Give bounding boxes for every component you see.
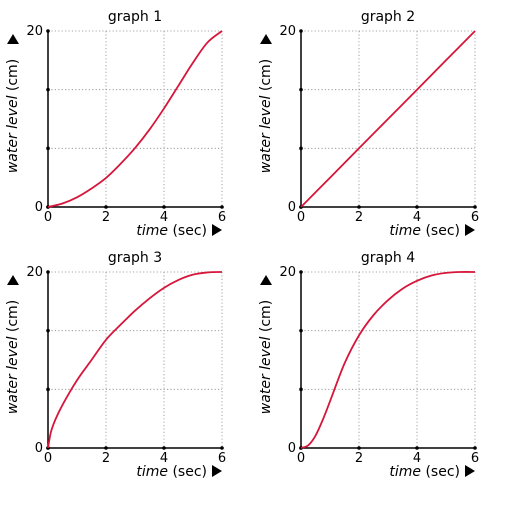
x-axis-label-unit: (sec) bbox=[168, 464, 207, 480]
x-tick-mark bbox=[104, 446, 108, 450]
x-tick-mark bbox=[415, 205, 419, 209]
x-tick-label: 0 bbox=[297, 451, 305, 466]
y-tick-mark bbox=[299, 328, 303, 333]
y-tick-mark bbox=[46, 387, 50, 392]
graph-panel-4: graph 4 0 2 4 6 0 20 time (sec) water level (cm) bbox=[258, 250, 479, 480]
y-axis-label-quantity: water level bbox=[258, 95, 274, 173]
x-tick-label: 2 bbox=[355, 210, 363, 225]
series-line-1 bbox=[47, 271, 223, 449]
x-axis-label-quantity: time bbox=[136, 223, 168, 239]
y-tick-label: 0 bbox=[35, 441, 43, 456]
y-tick-mark bbox=[299, 87, 303, 92]
x-tick-label: 2 bbox=[355, 451, 363, 466]
y-axis-label-unit: (cm) bbox=[5, 59, 21, 96]
y-tick-label: 20 bbox=[26, 265, 43, 280]
y-axis-arrow-icon bbox=[260, 275, 272, 285]
x-axis-label: time (sec) bbox=[389, 464, 460, 480]
graph-title: graph 4 bbox=[361, 250, 415, 266]
y-tick-label: 20 bbox=[279, 24, 296, 39]
y-tick-label: 0 bbox=[288, 200, 296, 215]
y-axis-label-unit: (cm) bbox=[5, 300, 21, 337]
x-tick-mark bbox=[104, 205, 108, 209]
graph-title: graph 2 bbox=[361, 9, 415, 25]
x-axis-label-unit: (sec) bbox=[421, 464, 460, 480]
y-tick-mark bbox=[46, 146, 50, 151]
graph-panel-2: graph 2 0 2 4 6 0 20 time (sec) water level (cm) bbox=[258, 9, 479, 239]
x-tick-label: 0 bbox=[297, 210, 305, 225]
x-axis-label: time (sec) bbox=[136, 223, 207, 239]
y-axis-arrow-icon bbox=[260, 34, 272, 44]
y-axis-label-unit: (cm) bbox=[258, 300, 274, 337]
x-tick-label: 6 bbox=[218, 451, 226, 466]
y-axis-label-quantity: water level bbox=[5, 95, 21, 173]
y-tick-mark bbox=[299, 270, 303, 274]
x-tick-label: 6 bbox=[218, 210, 226, 225]
x-tick-mark bbox=[162, 446, 166, 450]
y-tick-label: 20 bbox=[279, 265, 296, 280]
x-axis-arrow-icon bbox=[212, 224, 222, 236]
series-line-1 bbox=[47, 30, 223, 208]
x-axis-label-quantity: time bbox=[389, 464, 421, 480]
x-axis-arrow-icon bbox=[465, 465, 475, 477]
x-tick-mark bbox=[357, 446, 361, 450]
y-tick-label: 0 bbox=[35, 200, 43, 215]
y-axis-label: water level (cm) bbox=[258, 300, 274, 414]
y-axis-label: water level (cm) bbox=[5, 59, 21, 173]
x-tick-label: 4 bbox=[160, 451, 168, 466]
x-tick-label: 2 bbox=[102, 210, 110, 225]
y-axis-label-unit: (cm) bbox=[258, 59, 274, 96]
graph-panel-1: graph 1 0 2 4 6 0 20 time (sec) water level (cm) bbox=[5, 9, 226, 239]
x-axis-label: time (sec) bbox=[136, 464, 207, 480]
y-tick-mark bbox=[46, 29, 50, 33]
x-tick-label: 4 bbox=[413, 451, 421, 466]
x-tick-label: 4 bbox=[413, 210, 421, 225]
x-axis-label-quantity: time bbox=[389, 223, 421, 239]
y-axis-label-quantity: water level bbox=[5, 336, 21, 414]
y-axis-label: water level (cm) bbox=[258, 59, 274, 173]
x-tick-mark bbox=[473, 205, 477, 209]
x-tick-mark bbox=[162, 205, 166, 209]
x-tick-label: 0 bbox=[44, 451, 52, 466]
x-axis-label: time (sec) bbox=[389, 223, 460, 239]
x-tick-mark bbox=[473, 446, 477, 450]
y-axis-label-quantity: water level bbox=[258, 336, 274, 414]
graph-panel-3: graph 3 0 2 4 6 0 20 time (sec) water level (cm) bbox=[5, 250, 226, 480]
x-axis-arrow-icon bbox=[212, 465, 222, 477]
y-tick-mark bbox=[46, 328, 50, 333]
y-tick-mark bbox=[299, 387, 303, 392]
x-tick-label: 0 bbox=[44, 210, 52, 225]
x-axis-label-unit: (sec) bbox=[168, 223, 207, 239]
y-tick-mark bbox=[46, 270, 50, 274]
y-tick-label: 20 bbox=[26, 24, 43, 39]
y-axis-label: water level (cm) bbox=[5, 300, 21, 414]
x-tick-label: 6 bbox=[471, 451, 479, 466]
y-axis-arrow-icon bbox=[7, 275, 19, 285]
x-axis-arrow-icon bbox=[465, 224, 475, 236]
x-tick-mark bbox=[357, 205, 361, 209]
y-tick-mark bbox=[299, 29, 303, 33]
x-axis-label-unit: (sec) bbox=[421, 223, 460, 239]
x-tick-label: 4 bbox=[160, 210, 168, 225]
x-tick-label: 6 bbox=[471, 210, 479, 225]
graph-title: graph 3 bbox=[108, 250, 162, 266]
x-axis-label-quantity: time bbox=[136, 464, 168, 480]
x-tick-label: 2 bbox=[102, 451, 110, 466]
series-line-1 bbox=[300, 271, 476, 449]
x-tick-mark bbox=[220, 446, 224, 450]
y-axis-arrow-icon bbox=[7, 34, 19, 44]
graph-title: graph 1 bbox=[108, 9, 162, 25]
x-tick-mark bbox=[415, 446, 419, 450]
x-tick-mark bbox=[220, 205, 224, 209]
y-tick-mark bbox=[299, 146, 303, 151]
y-tick-mark bbox=[46, 87, 50, 92]
y-tick-label: 0 bbox=[288, 441, 296, 456]
series-line-1 bbox=[300, 30, 476, 208]
